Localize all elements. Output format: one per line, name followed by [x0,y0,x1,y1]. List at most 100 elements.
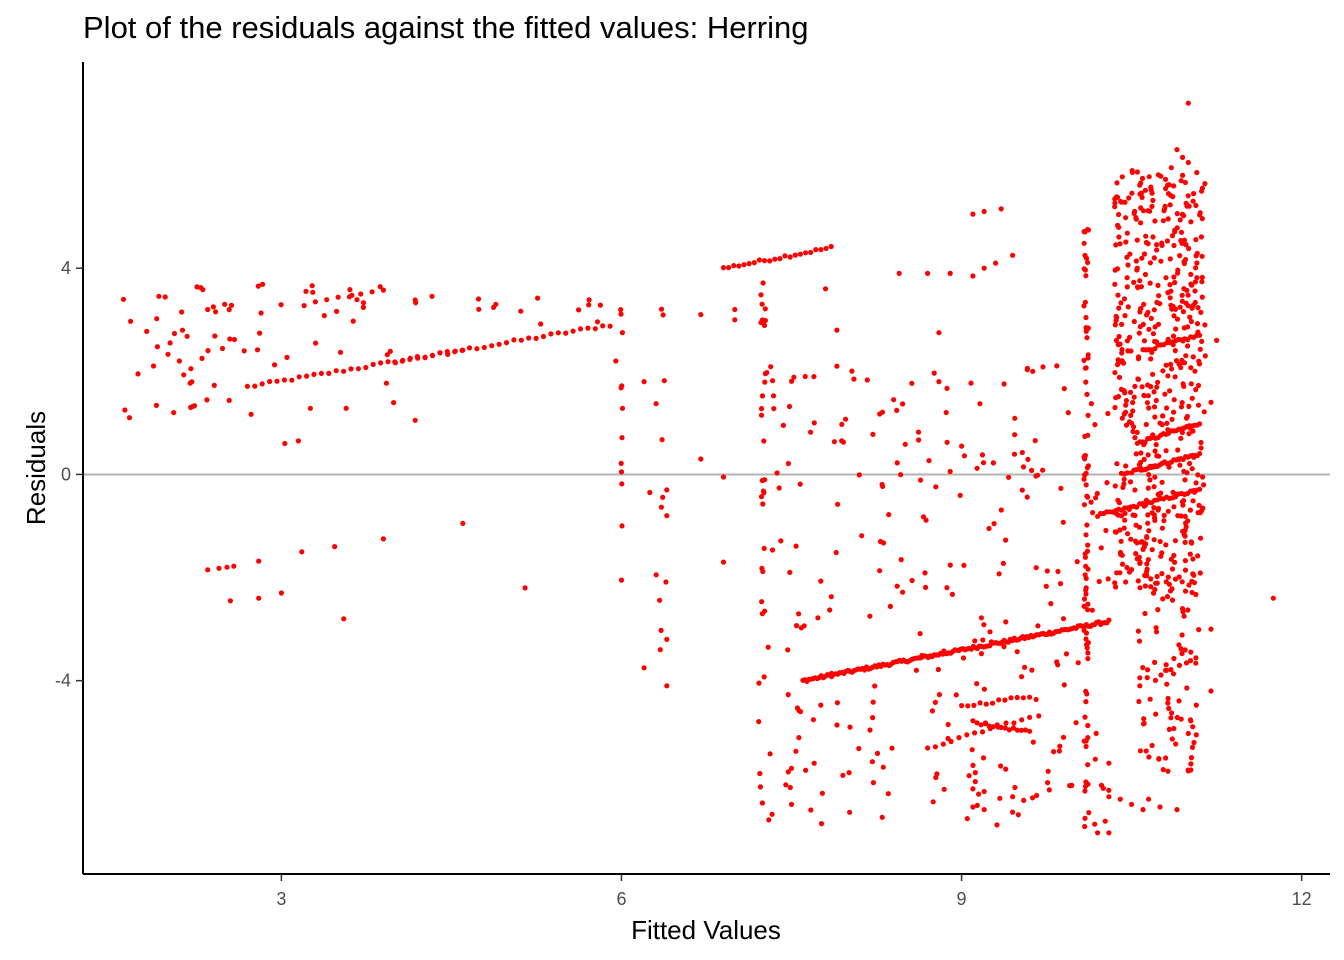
data-point [1112,370,1118,376]
data-point [947,468,953,475]
data-point [1029,667,1035,673]
data-point [1164,681,1170,687]
data-point [909,577,915,584]
data-point [122,407,128,413]
data-point [1012,415,1018,421]
data-point [1032,438,1038,444]
data-point [1185,343,1191,349]
data-point [772,256,778,262]
data-point [720,474,727,480]
data-point [803,767,809,773]
data-point [1019,449,1025,456]
data-point [758,494,765,500]
data-point [1133,522,1139,528]
data-point [1006,474,1012,480]
data-point [1181,325,1187,331]
data-point [1141,716,1147,722]
data-point [1036,713,1042,719]
data-point [1085,432,1091,438]
data-point [1175,447,1181,453]
data-point [1199,253,1205,259]
x-tick-label: 6 [616,889,626,909]
data-point [925,745,931,751]
data-point [1168,361,1174,367]
data-point [1180,154,1186,160]
data-point [818,821,825,827]
data-point [1150,197,1156,203]
data-point [1270,595,1276,601]
data-point [391,400,397,406]
data-point [761,258,768,264]
data-point [452,348,458,354]
data-point [1083,743,1089,750]
data-point [1055,568,1061,575]
data-point [1015,812,1021,818]
data-point [971,702,977,709]
data-point [1188,649,1194,655]
data-point [1125,531,1131,537]
data-point [940,741,946,747]
data-point [1190,354,1196,360]
data-point [1208,626,1214,632]
data-point [1054,363,1060,369]
data-point [896,270,902,276]
data-point [313,340,319,346]
data-point [1150,432,1156,438]
data-point [347,287,353,293]
data-point [1112,267,1118,273]
data-point [1084,691,1090,697]
data-point [961,562,967,568]
data-point [974,465,980,471]
data-point [1105,410,1111,417]
data-point [1145,557,1151,563]
data-point [1034,792,1040,799]
data-point [1160,596,1166,602]
data-point [1179,400,1185,406]
data-point [811,374,817,380]
data-point [1199,507,1205,513]
data-point [1088,401,1094,407]
data-point [936,330,942,336]
data-point [972,770,978,776]
data-point [1083,636,1089,642]
data-point [1137,748,1143,754]
data-point [770,393,777,399]
data-point [1140,807,1146,813]
data-point [969,747,975,753]
data-point [1001,381,1007,387]
data-point [1164,431,1170,437]
data-point [594,319,601,325]
data-point [1147,280,1153,286]
data-point [1113,242,1119,248]
data-point [1114,180,1120,186]
data-point [995,724,1001,730]
data-point [664,487,670,493]
x-ticks: 3 6 9 12 [276,874,1312,909]
data-point [518,337,524,343]
data-point [274,378,280,384]
data-point [856,472,862,478]
data-point [619,435,625,441]
data-point [1172,374,1178,380]
data-point [986,525,992,532]
data-point [877,538,884,545]
data-point [1179,240,1185,246]
data-point [429,352,436,358]
data-point [1123,422,1130,428]
data-point [1176,698,1182,704]
data-point [1151,537,1157,543]
data-point [1140,208,1146,214]
data-point [1181,260,1187,267]
data-point [1190,498,1196,504]
data-point [126,415,133,421]
data-point [460,347,466,353]
data-point [267,378,273,385]
data-point [1148,315,1154,321]
data-point [1178,229,1185,235]
data-point [961,453,968,459]
data-point [926,458,932,464]
data-point [167,340,173,346]
data-point [1085,656,1091,662]
data-point [1014,694,1020,701]
data-point [1172,559,1178,565]
